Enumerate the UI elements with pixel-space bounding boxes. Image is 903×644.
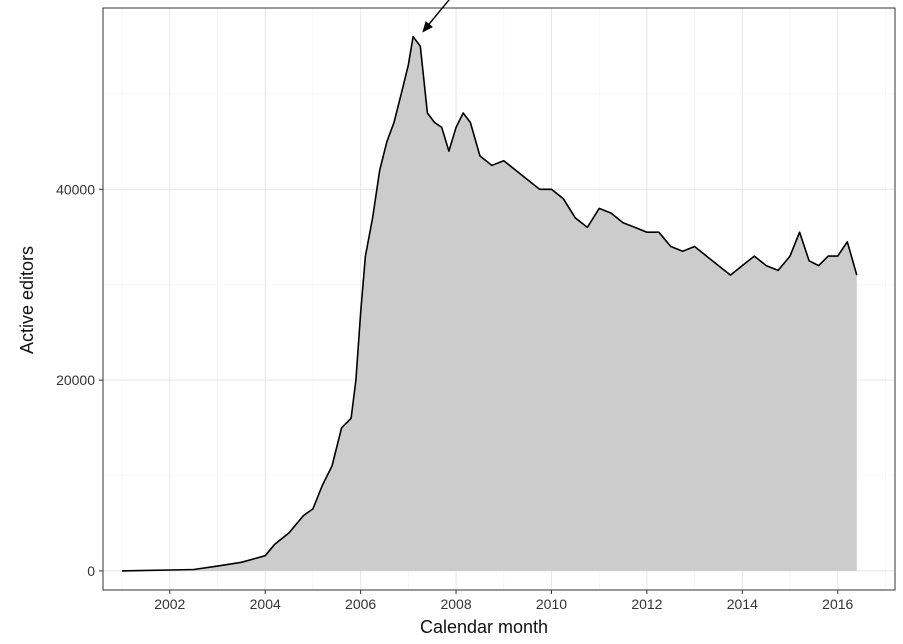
plot-border [102,7,896,591]
y-axis-ticks: 0 20000 40000 [56,181,103,579]
y-axis-title: Active editors [17,246,37,354]
x-tick-label: 2014 [727,596,758,612]
series-layer [102,7,896,591]
y-tick-label: 0 [87,563,95,579]
x-tick-label: 2012 [631,596,662,612]
x-tick-label: 2016 [822,596,853,612]
series-line [122,35,858,572]
x-tick-label: 2002 [154,596,185,612]
x-tick-label: 2006 [345,596,376,612]
annotation-arrow-line [424,0,450,30]
annotation-arrow-head [422,21,433,33]
y-tick-label: 20000 [56,372,95,388]
area-fill [122,36,857,571]
x-tick-label: 2010 [536,596,567,612]
x-tick-label: 2004 [250,596,281,612]
x-tick-label: 2008 [440,596,471,612]
annotation-layer [422,0,450,33]
y-tick-label: 40000 [56,181,95,197]
x-axis-title: Calendar month [420,617,548,637]
x-axis-ticks: 2002 2004 2006 2008 2010 2012 2014 2016 [154,590,854,612]
